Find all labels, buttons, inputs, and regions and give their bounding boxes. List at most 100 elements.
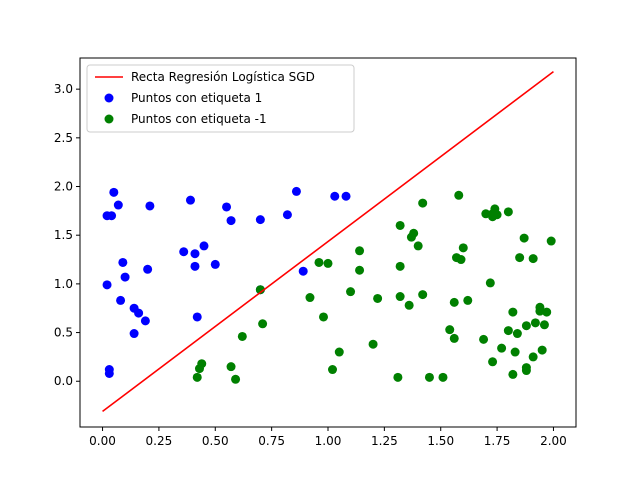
scatter-point-series-1	[185, 195, 195, 205]
legend-marker-series-2	[104, 114, 114, 124]
x-tick-label: 1.00	[315, 434, 342, 448]
scatter-point-series-1	[102, 280, 112, 290]
scatter-point-series-1	[330, 191, 340, 201]
scatter-point-series-2	[395, 220, 405, 230]
x-tick-label: 0.00	[89, 434, 116, 448]
legend-box	[86, 64, 355, 133]
legend-label-line: Recta Regresión Logística SGD	[131, 70, 315, 84]
scatter-point-series-2	[438, 372, 448, 382]
scatter-point-series-2	[539, 320, 549, 330]
y-tick-label: 2.5	[54, 131, 73, 145]
scatter-point-series-2	[393, 372, 403, 382]
scatter-point-series-1	[143, 264, 153, 274]
scatter-point-series-2	[515, 253, 525, 263]
scatter-point-series-1	[179, 247, 189, 257]
scatter-point-series-1	[129, 329, 139, 339]
scatter-point-series-2	[409, 228, 419, 238]
x-tick-label: 0.50	[202, 434, 229, 448]
scatter-point-series-2	[510, 347, 520, 357]
scatter-point-series-2	[445, 325, 455, 335]
scatter-point-series-2	[521, 366, 531, 376]
scatter-point-series-2	[368, 339, 378, 349]
x-tick-label: 1.75	[484, 434, 511, 448]
scatter-point-series-2	[237, 331, 247, 341]
legend-marker-series-1	[104, 93, 114, 103]
scatter-point-series-1	[116, 295, 126, 305]
scatter-point-series-2	[512, 329, 522, 339]
scatter-point-series-2	[485, 278, 495, 288]
scatter-point-series-2	[519, 233, 529, 243]
legend: Recta Regresión Logística SGD Puntos con…	[86, 64, 355, 133]
scatter-point-series-2	[328, 365, 338, 375]
x-tick-label: 2.00	[540, 434, 567, 448]
x-tick-label: 0.25	[146, 434, 173, 448]
y-tick-label: 1.5	[54, 228, 73, 242]
scatter-point-series-2	[413, 241, 423, 251]
y-tick-label: 1.0	[54, 277, 73, 291]
scatter-point-series-1	[190, 249, 200, 259]
scatter-point-series-2	[318, 312, 328, 322]
scatter-point-series-2	[508, 369, 518, 379]
scatter-point-series-2	[255, 285, 265, 295]
scatter-point-series-1	[222, 202, 232, 212]
scatter-point-series-1	[145, 201, 155, 211]
scatter-point-series-2	[546, 236, 556, 246]
scatter-point-series-2	[492, 210, 502, 220]
x-tick-label: 0.75	[258, 434, 285, 448]
scatter-point-series-2	[373, 293, 383, 303]
scatter-point-series-1	[341, 191, 351, 201]
scatter-point-series-2	[449, 297, 459, 307]
scatter-point-series-2	[463, 295, 473, 305]
scatter-point-series-2	[314, 257, 324, 267]
scatter-point-series-2	[454, 190, 464, 200]
scatter-point-series-2	[418, 290, 428, 300]
scatter-point-series-2	[537, 345, 547, 355]
plot-frame	[79, 57, 577, 428]
scatter-point-series-2	[528, 254, 538, 264]
scatter-point-series-2	[481, 209, 491, 219]
scatter-point-series-1	[291, 186, 301, 196]
scatter-point-series-2	[503, 207, 513, 217]
scatter-point-series-2	[456, 255, 466, 265]
scatter-point-series-1	[109, 187, 119, 197]
scatter-point-series-2	[424, 372, 434, 382]
scatter-point-series-2	[497, 343, 507, 353]
scatter-point-series-2	[323, 258, 333, 268]
scatter-point-series-2	[449, 333, 459, 343]
y-tick-label: 0.0	[54, 374, 73, 388]
scatter-point-series-2	[346, 287, 356, 297]
scatter-point-series-1	[226, 216, 236, 226]
scatter-point-series-2	[226, 362, 236, 372]
scatter-point-series-1	[113, 200, 123, 210]
scatter-point-series-1	[199, 241, 209, 251]
regression-line	[102, 70, 554, 413]
scatter-point-series-1	[190, 261, 200, 271]
scatter-point-series-1	[282, 210, 292, 220]
scatter-point-series-2	[355, 246, 365, 256]
axes: 0.00 0.25 0.50 0.75 1.00 1.25 1.50 1.75 2.00 0.0 0…	[54, 82, 567, 448]
scatter-point-series-2	[503, 326, 513, 336]
scatter-point-series-2	[479, 334, 489, 344]
scatter-point-series-1	[255, 215, 265, 225]
scatter-point-series-2	[530, 318, 540, 328]
scatter-point-series-1	[107, 211, 117, 221]
scatter-point-series-1	[210, 259, 220, 269]
scatter-point-series-2	[355, 265, 365, 275]
scatter-point-series-2	[231, 374, 241, 384]
scatter-point-series-2	[334, 347, 344, 357]
scatter-point-series-2	[521, 321, 531, 331]
scatter-point-series-2	[395, 292, 405, 302]
scatter-point-series-1	[118, 257, 128, 267]
scatter-point-series-2	[418, 198, 428, 208]
y-tick-label: 0.5	[54, 326, 73, 340]
x-tick-label: 1.50	[427, 434, 454, 448]
legend-label-series-1: Puntos con etiqueta 1	[131, 91, 262, 105]
scatter-point-series-2	[192, 372, 202, 382]
scatter-point-series-1	[104, 368, 114, 378]
x-tick-label: 1.25	[371, 434, 398, 448]
scatter-point-series-2	[542, 307, 552, 317]
y-tick-label: 2.0	[54, 180, 73, 194]
scatter-point-series-2	[197, 359, 207, 369]
scatter-point-series-2	[305, 293, 315, 303]
